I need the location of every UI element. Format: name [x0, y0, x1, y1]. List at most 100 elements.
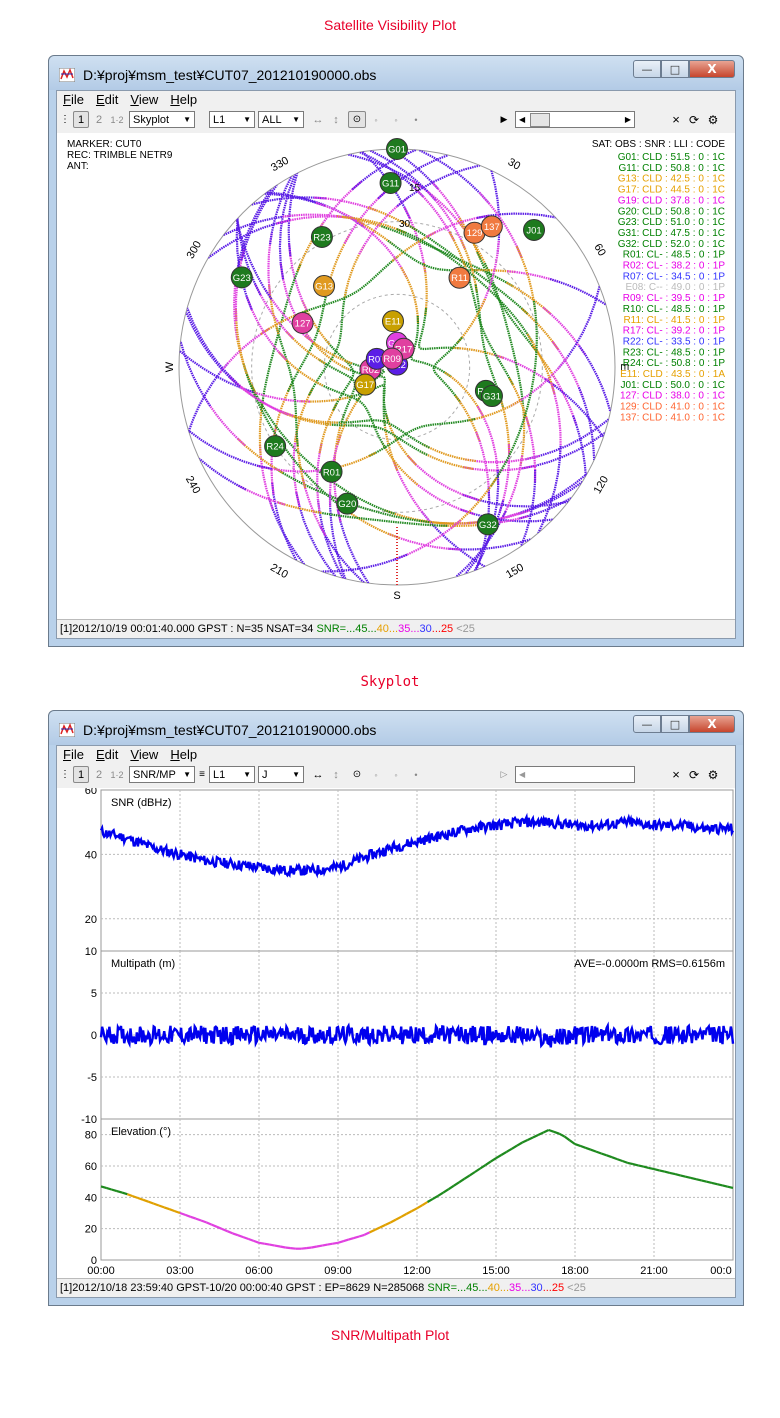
multipath-stats: AVE=-0.0000m RMS=0.6156m [574, 958, 725, 970]
animation-play-icon[interactable]: ▶ [500, 114, 508, 124]
satellite-marker[interactable]: G17 [354, 373, 377, 396]
minimize-button[interactable]: — [633, 715, 661, 733]
frame1-button[interactable]: 1 [73, 766, 89, 783]
show-track-icon[interactable]: ◦ [374, 114, 378, 125]
freq-select[interactable]: L1 ▼ [209, 766, 255, 783]
obs-type-toggle-icon[interactable]: ≡ [199, 769, 205, 780]
minimize-button[interactable]: — [633, 60, 661, 78]
center-origin-icon[interactable]: ⊙ [352, 769, 362, 780]
satellite-marker[interactable]: 127 [291, 311, 314, 334]
satellite-marker[interactable]: G13 [313, 274, 336, 297]
toolbar-grip-icon[interactable]: ⋮ [60, 769, 70, 780]
menu-help[interactable]: Help [170, 92, 198, 107]
animation-slider[interactable]: ◀ ▶ [515, 111, 635, 128]
skyplot-area[interactable]: NSWE30601201502102403003301530 R22G19E11… [57, 133, 735, 619]
receiver-label: REC: TRIMBLE NETR9 [67, 150, 173, 161]
fix-vertical-icon[interactable]: • [414, 769, 418, 780]
snr-multipath-caption: SNR/Multipath Plot [330, 1327, 450, 1343]
menu-edit[interactable]: Edit [95, 92, 119, 107]
options-gear-icon[interactable]: ⚙ [707, 112, 719, 127]
center-origin-icon[interactable]: ⊙ [348, 111, 366, 128]
elevation-series-segment [558, 1132, 566, 1138]
satellite-track [267, 497, 306, 565]
animation-slider[interactable]: ◀ [515, 766, 635, 783]
plot-type-value: Skyplot [133, 113, 170, 126]
fit-vertical-icon[interactable]: ↕ [333, 113, 339, 126]
elevation-series-segment [169, 1208, 176, 1213]
frame2-button[interactable]: 2 [95, 113, 103, 126]
satellite-marker[interactable]: G11 [379, 172, 402, 195]
satellite-marker[interactable]: R11 [448, 266, 471, 289]
maximize-icon: □ [669, 62, 681, 76]
sat-select[interactable]: J ▼ [258, 766, 304, 783]
satellite-marker[interactable]: R09 [381, 347, 404, 370]
elevation-series-segment [421, 1201, 429, 1207]
satellite-marker[interactable]: 137 [480, 215, 503, 238]
fix-horizontal-icon[interactable]: ◦ [394, 114, 398, 125]
satellite-id-label: J01 [526, 225, 541, 236]
skyplot-caption: Skyplot [360, 674, 420, 690]
fix-horizontal-icon[interactable]: ◦ [394, 769, 398, 780]
snr-legend-lt25: <25 [564, 1282, 586, 1294]
frame1-button[interactable]: 1 [73, 111, 89, 128]
satellite-track [358, 196, 409, 255]
slider-thumb[interactable] [530, 112, 550, 127]
fit-horizontal-icon[interactable]: ↔ [312, 768, 324, 781]
menu-help[interactable]: Help [170, 747, 198, 762]
fit-vertical-icon[interactable]: ↕ [333, 768, 339, 781]
clear-icon[interactable]: × [672, 112, 680, 127]
satellite-marker[interactable]: G32 [476, 513, 499, 536]
reload-icon[interactable]: ⟳ [688, 112, 700, 127]
status-bar: [1]2012/10/19 00:01:40.000 GPST : N=35 N… [57, 619, 735, 638]
menu-view[interactable]: View [130, 747, 159, 762]
satellite-track [299, 255, 399, 315]
satellite-marker[interactable]: G31 [480, 385, 503, 408]
elevation-series-segment [184, 1213, 191, 1218]
fit-horizontal-icon[interactable]: ↔ [312, 113, 324, 126]
satellite-id-label: G13 [315, 281, 333, 292]
snr-plot-area[interactable]: 60 40 20 10 5 0 -5 -10 80 60 40 20 0 00:00 03:00 06:00 0… [57, 785, 735, 1278]
frame2-button[interactable]: 2 [95, 768, 103, 781]
reload-icon[interactable]: ⟳ [688, 767, 700, 782]
options-gear-icon[interactable]: ⚙ [707, 767, 719, 782]
menu-file[interactable]: File [63, 747, 84, 762]
frame12-button[interactable]: 1·2 [110, 769, 124, 780]
menu-edit[interactable]: Edit [95, 747, 119, 762]
satellite-marker[interactable]: G20 [336, 492, 359, 515]
elevation-series-segment [374, 1226, 381, 1231]
satellite-track [287, 172, 299, 257]
close-button[interactable]: X [689, 715, 735, 733]
clear-icon[interactable]: × [672, 767, 680, 782]
window-titlebar[interactable]: D:¥proj¥msm_test¥CUT07_201210190000.obs … [49, 711, 743, 745]
menu-view[interactable]: View [130, 92, 159, 107]
snr-panel-title: SNR (dBHz) [111, 797, 172, 809]
elevation-series-segment [411, 1207, 418, 1213]
elevation-series-segment [426, 1197, 434, 1203]
satellite-marker[interactable]: J01 [523, 218, 546, 241]
sat-select[interactable]: ALL ▼ [258, 111, 304, 128]
maximize-button[interactable]: □ [661, 715, 689, 733]
menu-file[interactable]: File [63, 92, 84, 107]
y-tick-label: 60 [85, 788, 97, 797]
close-button[interactable]: X [689, 60, 735, 78]
frame12-button[interactable]: 1·2 [110, 114, 124, 125]
elevation-series-segment [505, 1147, 513, 1153]
satellite-marker[interactable]: G23 [230, 266, 253, 289]
maximize-button[interactable]: □ [661, 60, 689, 78]
satellite-track [456, 298, 487, 344]
satellite-marker[interactable]: R01 [320, 460, 343, 483]
snr-legend-sep: ... [410, 623, 420, 635]
animation-play-icon[interactable]: ▷ [500, 769, 508, 779]
plot-type-select[interactable]: SNR/MP ▼ [129, 766, 195, 783]
satellite-marker[interactable]: G01 [386, 138, 408, 160]
toolbar-grip-icon[interactable]: ⋮ [60, 114, 70, 125]
satellite-marker[interactable]: R24 [264, 435, 287, 458]
satellite-marker[interactable]: R23 [310, 225, 333, 248]
window-titlebar[interactable]: D:¥proj¥msm_test¥CUT07_201210190000.obs … [49, 56, 743, 90]
snr-legend-30: 30 [530, 1282, 543, 1294]
freq-select[interactable]: L1 ▼ [209, 111, 255, 128]
fix-vertical-icon[interactable]: • [414, 114, 418, 125]
show-track-icon[interactable]: ◦ [374, 769, 378, 780]
satellite-marker[interactable]: E11 [381, 310, 404, 333]
plot-type-select[interactable]: Skyplot ▼ [129, 111, 195, 128]
